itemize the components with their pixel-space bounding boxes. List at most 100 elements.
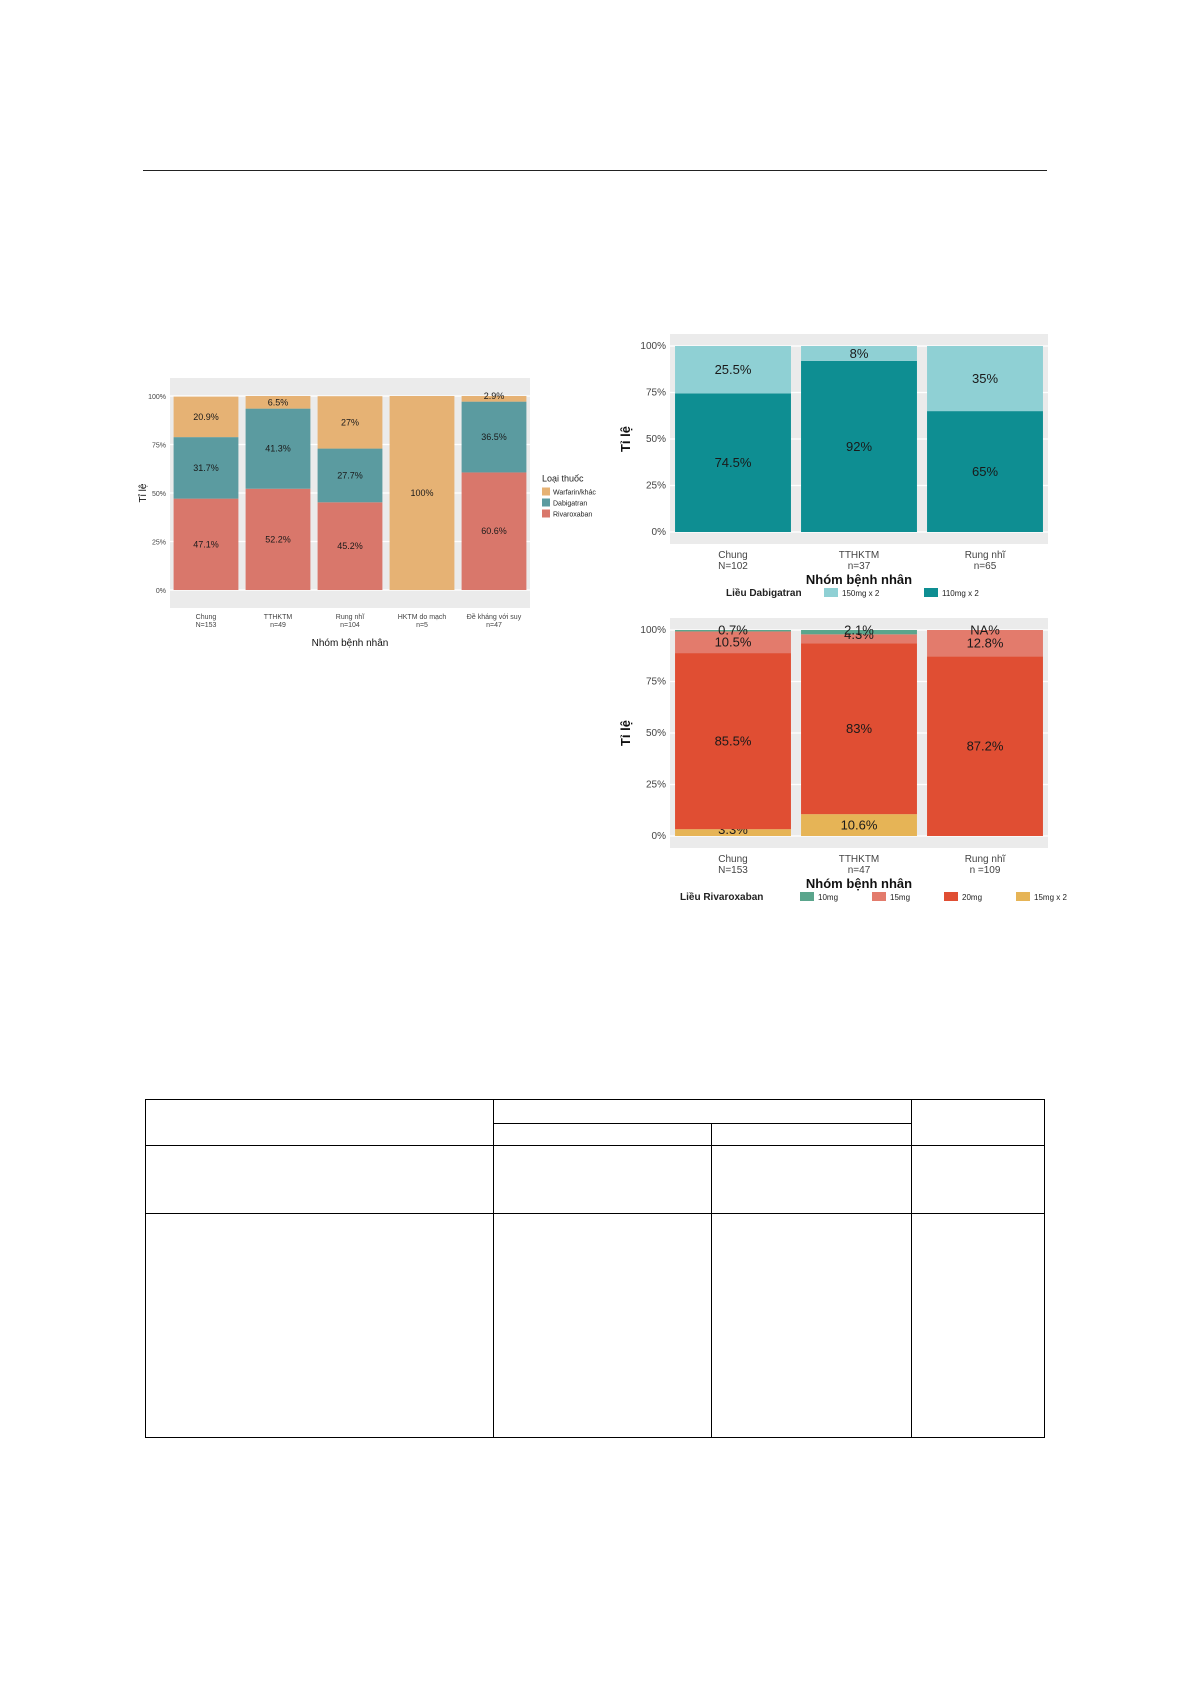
bar-segment xyxy=(389,396,455,590)
data-table xyxy=(145,1099,1045,1438)
legend-swatch xyxy=(542,498,550,507)
data-label: 41.3% xyxy=(265,444,291,454)
legend-label: 15mg x 2 xyxy=(1034,893,1067,902)
x-tick-label: n=49 xyxy=(270,622,286,629)
legend-label: Dabigatran xyxy=(553,501,587,508)
y-tick-label: 100% xyxy=(640,625,666,636)
table-cell xyxy=(493,1213,712,1438)
bar-segment xyxy=(801,630,917,635)
x-tick-label: n=104 xyxy=(340,622,360,629)
data-label: 27.7% xyxy=(337,470,363,480)
bar-segment xyxy=(675,393,791,532)
x-tick-label: Chung xyxy=(718,550,747,561)
data-label: 12.8% xyxy=(967,636,1004,651)
x-tick-label: Rung nhĩ xyxy=(965,550,1007,561)
data-label: NA% xyxy=(970,623,1000,638)
legend-swatch xyxy=(944,892,958,901)
table-cell xyxy=(711,1145,912,1214)
x-tick-label: Chung xyxy=(718,854,747,865)
bar-segment xyxy=(245,396,311,409)
legend-label: Warfarin/khác xyxy=(553,490,596,497)
y-axis-title: Tỉ lệ xyxy=(137,483,149,502)
x-tick-label: N=153 xyxy=(718,865,748,876)
data-label: 0.7% xyxy=(718,623,748,638)
y-tick-label: 25% xyxy=(646,481,666,492)
bar-segment xyxy=(801,643,917,815)
x-tick-label: n=47 xyxy=(486,622,502,629)
y-tick-label: 100% xyxy=(148,394,166,401)
x-tick-label: Chung xyxy=(196,614,217,621)
legend-title: Liều Dabigatran xyxy=(726,587,802,599)
bar-segment xyxy=(675,631,791,654)
x-tick-label: n =109 xyxy=(970,865,1001,876)
bar-segment xyxy=(173,498,239,590)
y-tick-label: 100% xyxy=(640,341,666,352)
y-tick-label: 0% xyxy=(652,831,667,842)
legend-swatch xyxy=(872,892,886,901)
data-label: 27% xyxy=(341,417,359,427)
y-tick-label: 75% xyxy=(646,677,666,688)
table-header-cell xyxy=(493,1099,912,1124)
bar-segment xyxy=(927,656,1043,836)
bar-segment xyxy=(317,502,383,590)
bar-segment xyxy=(675,653,791,830)
legend-swatch xyxy=(542,487,550,496)
bar-segment xyxy=(675,346,791,394)
legend-swatch xyxy=(800,892,814,901)
chart-drug-type: 0% 25% 50% 75% 100% 47.1% 31.7% 20.9% ChungN=153… xyxy=(137,378,596,649)
data-label: 36.5% xyxy=(481,432,507,442)
y-tick-label: 50% xyxy=(646,434,666,445)
data-label: 83% xyxy=(846,721,872,736)
bar-segment xyxy=(461,401,527,473)
table-cell xyxy=(911,1145,1045,1214)
table-cell xyxy=(145,1213,494,1438)
data-label: 47.1% xyxy=(193,539,219,549)
bar-segment xyxy=(245,488,311,590)
x-tick-label: n=5 xyxy=(416,622,428,629)
legend-label: 10mg xyxy=(818,893,838,902)
data-label: 92% xyxy=(846,439,872,454)
legend-swatch xyxy=(1016,892,1030,901)
x-tick-label: n=47 xyxy=(848,865,871,876)
y-axis-title: Tỉ lệ xyxy=(618,720,633,746)
legend-label: 20mg xyxy=(962,893,982,902)
bar-segment xyxy=(801,360,917,532)
bar-segment xyxy=(461,396,527,402)
bar-segment xyxy=(317,448,383,503)
data-label: 65% xyxy=(972,464,998,479)
bar-segment xyxy=(675,630,791,632)
x-tick-label: N=153 xyxy=(196,622,217,629)
y-axis-title: Tỉ lệ xyxy=(618,426,633,452)
y-tick-label: 25% xyxy=(152,540,166,547)
chart-rivaroxaban-dose: 0%25%50%75%100%3.3%85.5%10.5%0.7%ChungN=… xyxy=(618,618,1067,903)
bar-segment xyxy=(801,814,917,836)
data-label: 35% xyxy=(972,371,998,386)
legend-label: 110mg x 2 xyxy=(942,589,979,598)
y-tick-label: 75% xyxy=(646,388,666,399)
x-tick-label: HKTM do mạch xyxy=(398,614,447,621)
bar-segment xyxy=(675,829,791,836)
data-label: 20.9% xyxy=(193,412,219,422)
data-label: 10.5% xyxy=(715,635,752,650)
bar-segment xyxy=(801,634,917,644)
table-cell xyxy=(493,1145,712,1214)
table-header-cell xyxy=(493,1123,712,1146)
y-tick-label: 0% xyxy=(652,527,667,538)
x-tick-label: Rung nhĩ xyxy=(965,854,1007,865)
legend-title: Liều Rivaroxaban xyxy=(680,891,763,903)
y-tick-label: 75% xyxy=(152,443,166,450)
data-label: 6.5% xyxy=(268,397,289,407)
data-label: 25.5% xyxy=(715,362,752,377)
table-cell xyxy=(911,1213,1045,1438)
data-label: 85.5% xyxy=(715,733,752,748)
data-label: 10.6% xyxy=(841,817,878,832)
data-label: 100% xyxy=(410,488,433,498)
legend-label: Rivaroxaban xyxy=(553,512,592,519)
y-tick-label: 0% xyxy=(156,588,166,595)
table-cell xyxy=(711,1213,912,1438)
data-label: 60.6% xyxy=(481,526,507,536)
table-header-cell xyxy=(911,1099,1045,1146)
data-label: 8% xyxy=(850,346,869,361)
x-axis-title: Nhóm bệnh nhân xyxy=(806,876,912,891)
data-label: 52.2% xyxy=(265,534,291,544)
